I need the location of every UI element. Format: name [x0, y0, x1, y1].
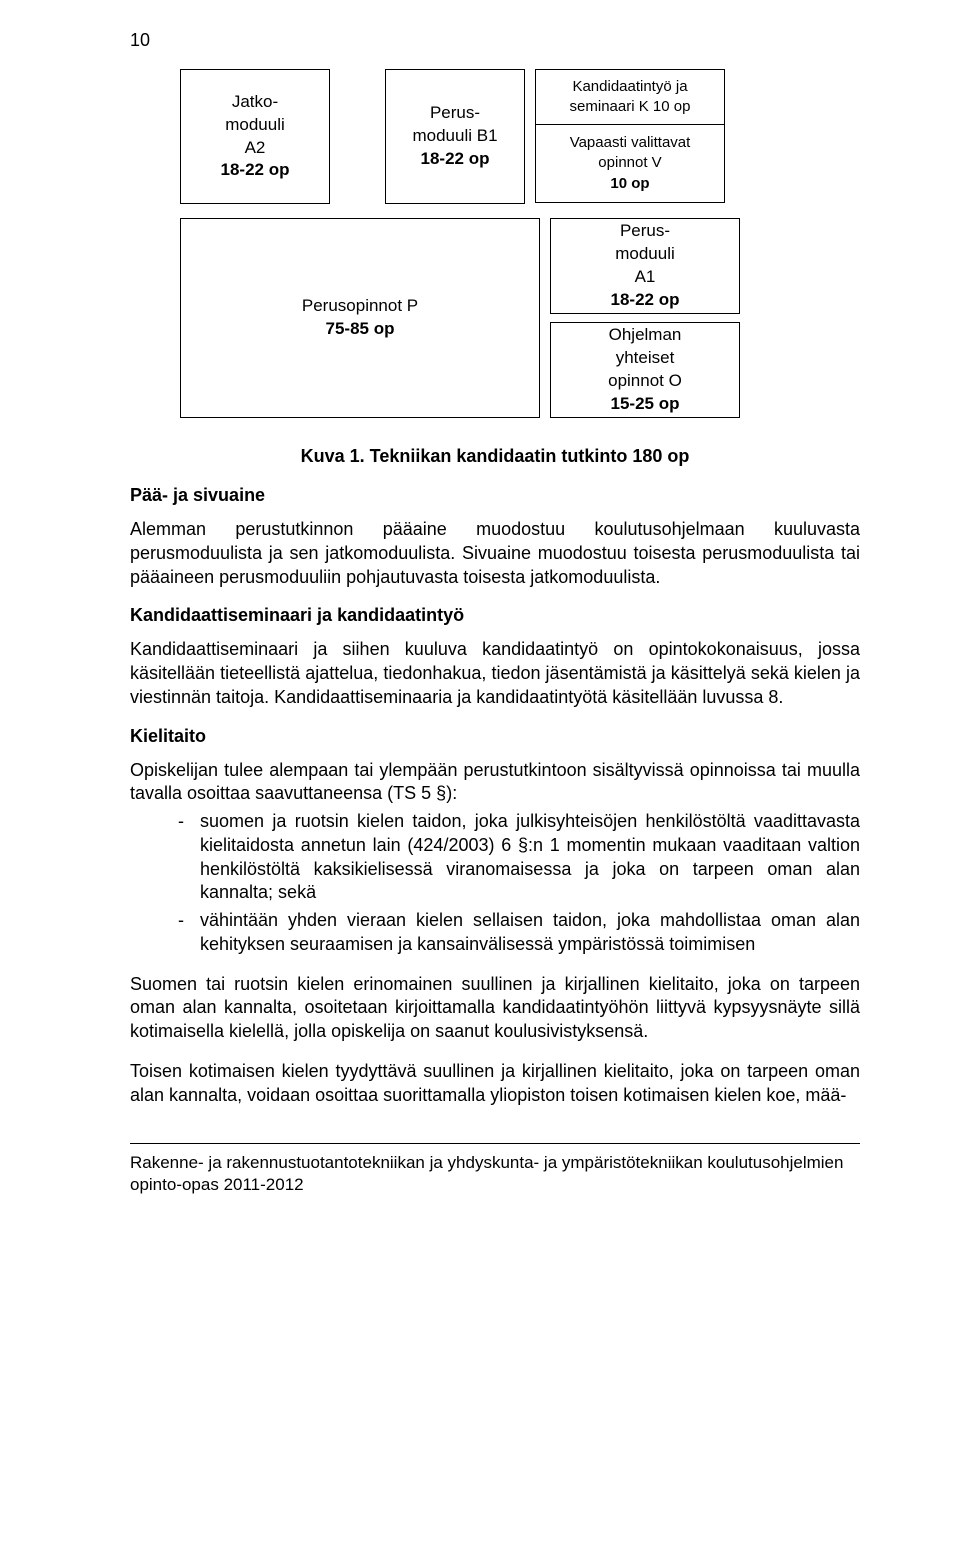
col-a1-oo: Perus- moduuli A1 18-22 op Ohjelman yhte… [550, 218, 740, 418]
box-line: Ohjelman [609, 324, 682, 347]
box-line: yhteiset [616, 347, 675, 370]
list-item: vähintään yhden vieraan kielen sellaisen… [178, 909, 860, 957]
box-line: opinnot V [598, 153, 661, 173]
box-line: moduuli [225, 114, 285, 137]
box-jatkomoduuli-a2: Jatko- moduuli A2 18-22 op [180, 69, 330, 204]
box-line: moduuli B1 [412, 125, 497, 148]
box-line: Perusopinnot P [302, 295, 418, 318]
box-line: A2 [245, 137, 266, 160]
box-line: Perus- [620, 220, 670, 243]
box-line: Jatko- [232, 91, 278, 114]
box-ohjelman-yhteiset: Ohjelman yhteiset opinnot O 15-25 op [550, 322, 740, 418]
page-number: 10 [130, 30, 860, 51]
col-k-v: Kandidaatintyö ja seminaari K 10 op Vapa… [535, 69, 725, 204]
heading-paa-sivuaine: Pää- ja sivuaine [130, 485, 860, 506]
box-perusmoduuli-a1: Perus- moduuli A1 18-22 op [550, 218, 740, 314]
box-kandidaatintyo: Kandidaatintyö ja seminaari K 10 op [535, 69, 725, 125]
para-kandidaattiseminaari: Kandidaattiseminaari ja siihen kuuluva k… [130, 638, 860, 709]
para-kielitaito-intro: Opiskelijan tulee alempaan tai ylempään … [130, 759, 860, 807]
box-line: 18-22 op [421, 148, 490, 171]
kielitaito-list: suomen ja ruotsin kielen taidon, joka ju… [130, 810, 860, 957]
box-line: Perus- [430, 102, 480, 125]
box-line: 15-25 op [611, 393, 680, 416]
box-perusmoduuli-b1: Perus- moduuli B1 18-22 op [385, 69, 525, 204]
box-line: 10 op [610, 174, 649, 194]
box-line: 75-85 op [326, 318, 395, 341]
box-line: 18-22 op [611, 289, 680, 312]
para-paa-sivuaine: Alemman perustutkinnon pääaine muodostuu… [130, 518, 860, 589]
para-kielitaito-3: Toisen kotimaisen kielen tyydyttävä suul… [130, 1060, 860, 1108]
footer-text: Rakenne- ja rakennustuotantotekniikan ja… [130, 1143, 860, 1196]
box-perusopinnot-p: Perusopinnot P 75-85 op [180, 218, 540, 418]
heading-kielitaito: Kielitaito [130, 726, 860, 747]
diagram-row-1: Jatko- moduuli A2 18-22 op Perus- moduul… [180, 69, 760, 204]
box-line: seminaari K 10 op [570, 97, 691, 117]
box-line: A1 [635, 266, 656, 289]
diagram-container: Jatko- moduuli A2 18-22 op Perus- moduul… [180, 69, 760, 418]
figure-caption: Kuva 1. Tekniikan kandidaatin tutkinto 1… [130, 446, 860, 467]
box-vapaasti-valittavat: Vapaasti valittavat opinnot V 10 op [535, 125, 725, 203]
box-line: 18-22 op [221, 159, 290, 182]
box-line: Vapaasti valittavat [570, 133, 691, 153]
box-line: Kandidaatintyö ja [572, 77, 687, 97]
list-item: suomen ja ruotsin kielen taidon, joka ju… [178, 810, 860, 905]
diagram-row-2: Perusopinnot P 75-85 op Perus- moduuli A… [180, 218, 760, 418]
para-kielitaito-2: Suomen tai ruotsin kielen erinomainen su… [130, 973, 860, 1044]
box-line: opinnot O [608, 370, 682, 393]
heading-kandidaattiseminaari: Kandidaattiseminaari ja kandidaatintyö [130, 605, 860, 626]
box-line: moduuli [615, 243, 675, 266]
